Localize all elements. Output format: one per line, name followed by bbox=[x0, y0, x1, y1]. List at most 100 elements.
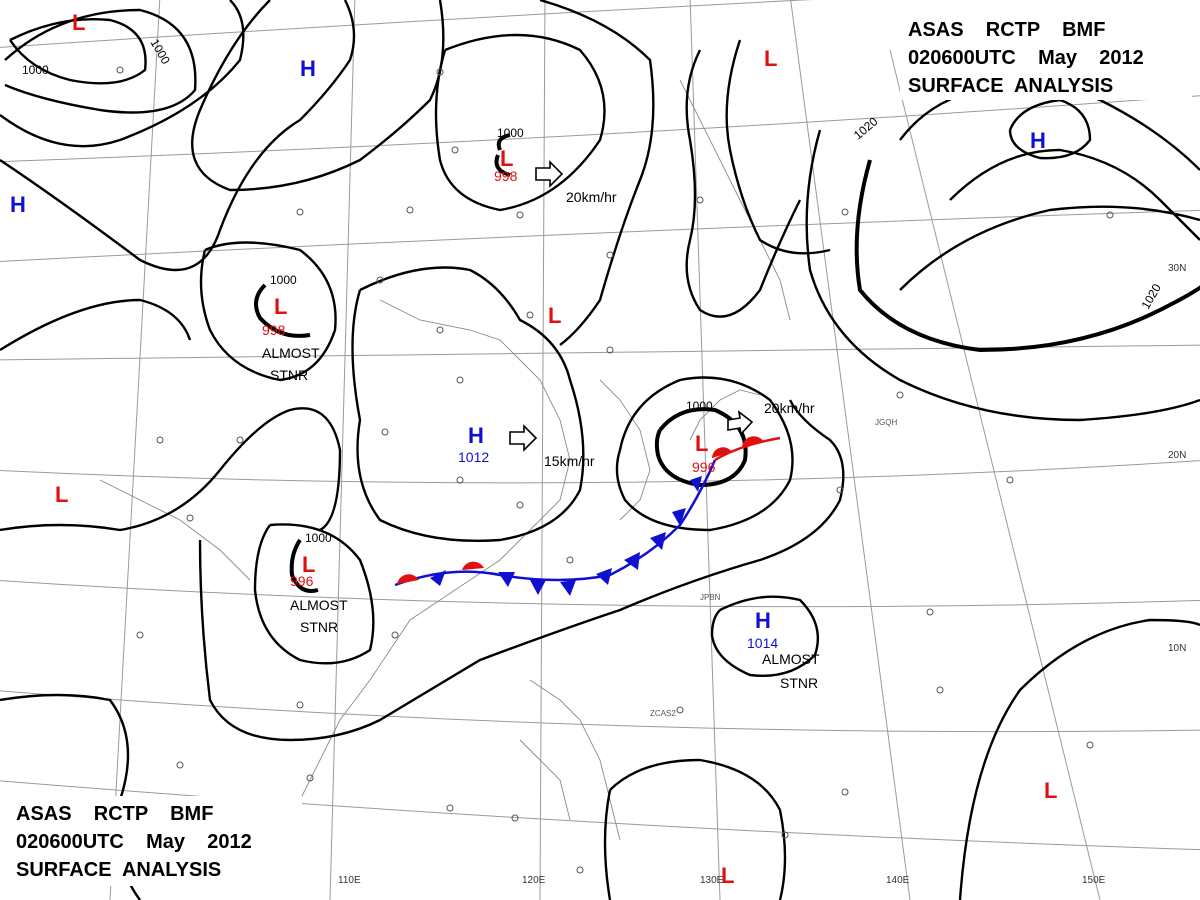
high-pressure-center: H bbox=[10, 192, 26, 217]
high-pressure-value: 1014 bbox=[747, 635, 778, 651]
station-marker bbox=[296, 208, 304, 216]
isobar bbox=[4, 8, 197, 114]
title-background bbox=[10, 796, 302, 886]
low-pressure-center: L bbox=[55, 482, 68, 507]
station-marker bbox=[306, 774, 314, 782]
almost-stationary-label: STNR bbox=[300, 619, 338, 635]
high-pressure-value: 1012 bbox=[458, 449, 489, 465]
longitude-line bbox=[329, 0, 356, 900]
isobar bbox=[0, 407, 342, 532]
low-pressure-value: 998 bbox=[494, 168, 518, 184]
low-pressure-center: L bbox=[72, 10, 85, 35]
station-marker bbox=[436, 68, 444, 76]
station-marker bbox=[236, 436, 244, 444]
coastline bbox=[529, 679, 621, 841]
station-code: JPBN bbox=[700, 593, 721, 602]
station-marker bbox=[391, 631, 399, 639]
station-marker bbox=[896, 391, 904, 399]
coastline bbox=[299, 299, 571, 801]
isobar bbox=[725, 39, 831, 255]
coastline bbox=[99, 479, 251, 581]
low-pressure-center: L bbox=[548, 303, 561, 328]
longitude-label: 140E bbox=[886, 875, 910, 886]
isobar bbox=[949, 148, 1200, 241]
cold-front-symbol bbox=[596, 568, 612, 585]
warm-front-symbol bbox=[462, 561, 484, 570]
longitude-label: 110E bbox=[338, 875, 361, 886]
latitude-label: 10N bbox=[1168, 643, 1186, 654]
longitude-line bbox=[790, 0, 911, 900]
station-marker bbox=[451, 146, 459, 154]
isobar bbox=[539, 0, 655, 346]
station-marker bbox=[186, 514, 194, 522]
isobar bbox=[654, 407, 748, 488]
station-marker bbox=[511, 814, 519, 822]
high-pressure-center: H bbox=[755, 608, 771, 633]
isobar bbox=[254, 283, 311, 338]
station-marker bbox=[926, 608, 934, 616]
station-marker bbox=[176, 761, 184, 769]
low-pressure-center: L bbox=[695, 431, 708, 456]
movement-speed-label: 20km/hr bbox=[764, 400, 815, 416]
cold-front-symbol bbox=[498, 572, 515, 587]
station-marker bbox=[526, 311, 534, 319]
latitude-line bbox=[0, 780, 1200, 851]
title-line: ASAS RCTP BMF bbox=[16, 803, 213, 825]
isobar bbox=[198, 399, 845, 742]
isobar-label: 1000 bbox=[686, 399, 713, 413]
isobar bbox=[805, 129, 1200, 422]
isobar bbox=[253, 523, 375, 665]
latitude-line bbox=[0, 0, 813, 48]
title-line: SURFACE ANALYSIS bbox=[908, 75, 1113, 97]
low-pressure-center: L bbox=[274, 294, 287, 319]
isobar bbox=[685, 49, 802, 318]
station-markers bbox=[116, 66, 1114, 874]
isobar bbox=[0, 0, 356, 272]
movement-speed-label: 20km/hr bbox=[566, 189, 617, 205]
coastline bbox=[689, 389, 761, 441]
frontal-boundary bbox=[394, 436, 781, 596]
isobar bbox=[854, 159, 1200, 353]
movement-arrows bbox=[509, 160, 754, 452]
isobar-label: 1000 bbox=[305, 531, 332, 545]
low-pressure-value: 998 bbox=[262, 322, 286, 338]
latitude-line bbox=[0, 580, 1200, 608]
cold-front-symbol bbox=[672, 508, 686, 526]
isobar bbox=[1008, 98, 1092, 160]
warm-front-line bbox=[714, 436, 781, 462]
cold-front-symbol bbox=[624, 552, 640, 570]
isobar-label: 1000 bbox=[22, 63, 49, 77]
longitude-label: 120E bbox=[522, 875, 546, 886]
station-marker bbox=[406, 206, 414, 214]
latitude-line bbox=[0, 690, 1200, 733]
isobar-label: 1000 bbox=[497, 126, 524, 140]
isobar bbox=[958, 618, 1200, 900]
warm-front-symbol bbox=[397, 574, 419, 584]
station-marker bbox=[436, 326, 444, 334]
longitude-line bbox=[689, 0, 721, 900]
station-marker bbox=[1086, 741, 1094, 749]
title-line: 020600UTC May 2012 bbox=[908, 47, 1144, 69]
station-marker bbox=[446, 804, 454, 812]
station-marker bbox=[676, 706, 684, 714]
latitude-label: 30N bbox=[1168, 263, 1186, 274]
station-marker bbox=[376, 276, 384, 284]
title-block-top-right: ASAS RCTP BMF 020600UTC May 2012 SURFACE… bbox=[900, 10, 1192, 100]
station-marker bbox=[136, 631, 144, 639]
warm-front-symbol bbox=[742, 436, 764, 446]
station-marker bbox=[516, 211, 524, 219]
station-code: JGQH bbox=[875, 418, 897, 427]
station-marker bbox=[781, 831, 789, 839]
station-marker bbox=[296, 701, 304, 709]
cold-front-symbol bbox=[690, 476, 702, 492]
low-pressure-center: L bbox=[500, 146, 513, 171]
isobar bbox=[899, 205, 1200, 291]
station-marker bbox=[516, 501, 524, 509]
station-marker bbox=[156, 436, 164, 444]
longitude-line bbox=[109, 0, 161, 900]
high-pressure-center: H bbox=[468, 423, 484, 448]
